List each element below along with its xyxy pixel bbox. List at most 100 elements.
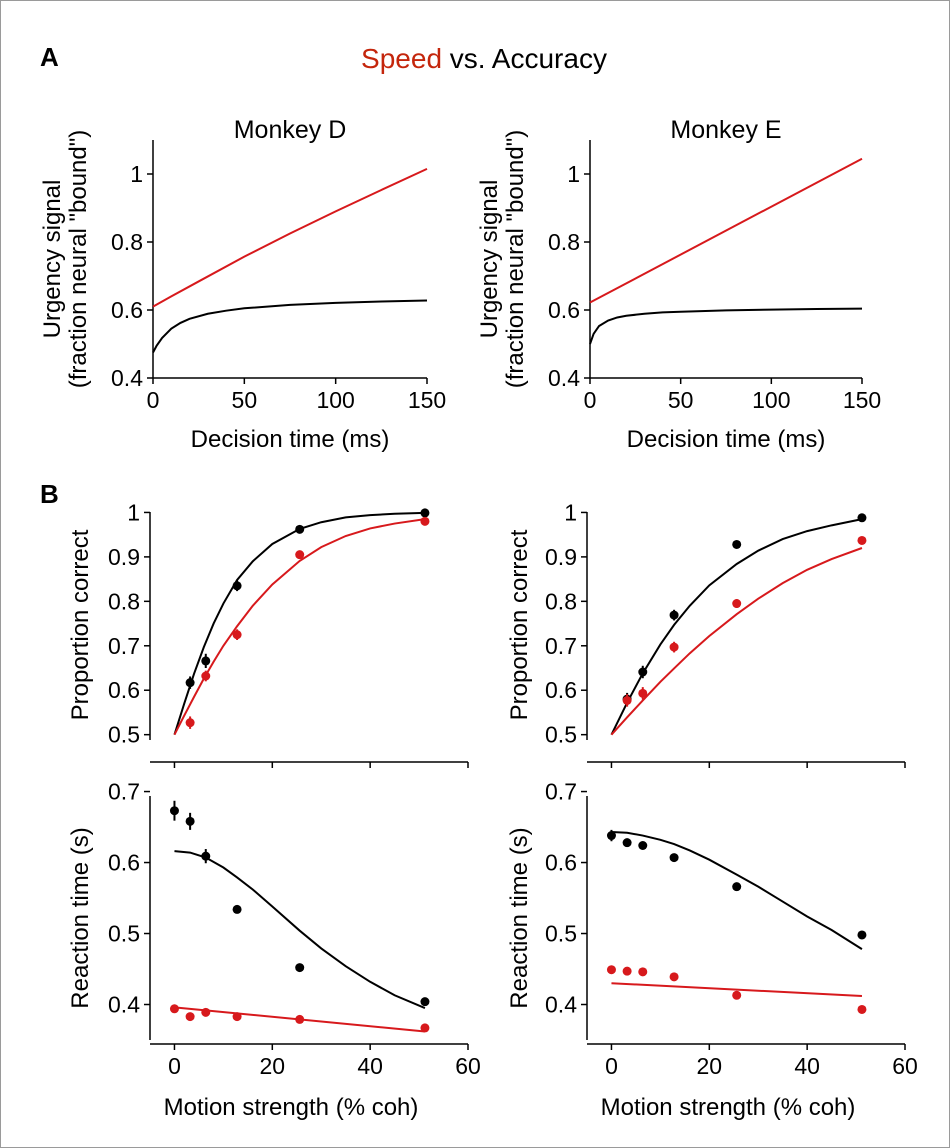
chart-urgency-D: 0.4 0.6 0.8 1 0 50 100 150 Monkey D Urgency signa…	[39, 116, 446, 453]
data-point-speed	[201, 671, 211, 681]
y-tick-label: 0.7	[545, 633, 577, 659]
x-tick-label: 0	[168, 1053, 181, 1079]
data-point-accuracy	[232, 904, 242, 914]
y-tick-label: 0.6	[545, 677, 577, 703]
y-tick-label: 0.5	[108, 722, 140, 748]
x-tick-label: 100	[316, 387, 354, 413]
y-tick-label: 0.4	[545, 992, 577, 1018]
x-tick-label: 50	[668, 387, 694, 413]
x-tick-label: 40	[357, 1053, 383, 1079]
data-point-accuracy	[606, 831, 616, 841]
data-point-accuracy	[169, 806, 179, 816]
y-tick-label: 0.5	[108, 921, 140, 947]
y-tick-label: 1	[130, 161, 143, 187]
y-tick-label: 0.5	[545, 921, 577, 947]
data-point-speed	[669, 972, 679, 982]
data-point-accuracy	[638, 667, 648, 677]
data-point-accuracy	[638, 840, 648, 850]
x-tick-label: 100	[752, 387, 790, 413]
y-axis-label: (fraction neural "bound")	[502, 130, 529, 389]
y-tick-label: 0.7	[108, 779, 140, 805]
data-point-accuracy	[232, 581, 242, 591]
data-point-accuracy	[420, 997, 430, 1007]
figure-title-rest: vs. Accuracy	[442, 43, 607, 74]
y-tick-label: 0.4	[108, 992, 140, 1018]
x-tick-label: 40	[794, 1053, 820, 1079]
chart-accuracy-E: 0.5 0.6 0.7 0.8 0.9 1 Proportion correct	[506, 499, 906, 768]
y-axis-label: Reaction time (s)	[506, 827, 533, 1008]
x-tick-label: 0	[605, 1053, 618, 1079]
y-tick-label: 0.6	[108, 677, 140, 703]
series-speed	[173, 516, 430, 736]
urgency-line-speed	[589, 157, 863, 304]
x-tick-label: 60	[455, 1053, 481, 1079]
x-axis-label: Motion strength (% coh)	[601, 1094, 856, 1121]
urgency-line-accuracy	[589, 307, 863, 345]
x-axis-label: Decision time (ms)	[627, 426, 826, 453]
series-speed	[152, 167, 428, 308]
series-accuracy	[169, 800, 430, 1009]
figure-title-speed: Speed	[361, 43, 442, 74]
urgency-line-accuracy	[152, 299, 428, 353]
data-point-accuracy	[857, 930, 867, 940]
fit-line-speed	[610, 547, 863, 736]
data-point-speed	[201, 1007, 211, 1017]
data-point-accuracy	[295, 524, 305, 534]
data-point-speed	[638, 688, 648, 698]
fit-line-accuracy	[173, 511, 425, 735]
y-tick-label: 1	[564, 499, 577, 525]
subplot-title: Monkey D	[234, 116, 347, 144]
chart-accuracy-D: 0.5 0.6 0.7 0.8 0.9 1 Proportion correct	[67, 499, 469, 768]
data-point-speed	[857, 535, 867, 545]
data-point-accuracy	[857, 513, 867, 523]
x-axis-label: Decision time (ms)	[191, 426, 390, 453]
series-accuracy	[606, 829, 867, 950]
y-tick-label: 0.6	[108, 850, 140, 876]
x-axis-label: Motion strength (% coh)	[164, 1094, 419, 1121]
urgency-line-speed	[152, 167, 428, 308]
y-axis-label: Reaction time (s)	[67, 827, 94, 1008]
x-tick-label: 0	[584, 387, 597, 413]
x-tick-label: 150	[843, 387, 881, 413]
data-point-speed	[232, 630, 242, 640]
data-point-speed	[420, 1023, 430, 1033]
data-point-speed	[185, 718, 195, 728]
data-point-speed	[622, 966, 632, 976]
data-point-speed	[732, 599, 742, 609]
chart-rt-D: 0.4 0.5 0.6 0.7 0 20 40 60 Reaction time (s) Moti…	[67, 779, 481, 1121]
data-point-accuracy	[732, 539, 742, 549]
series-speed	[169, 1004, 430, 1033]
y-tick-label: 0.6	[548, 297, 580, 323]
y-axis-label: Urgency signal	[39, 180, 66, 339]
x-tick-label: 60	[892, 1053, 918, 1079]
series-accuracy	[610, 513, 867, 736]
fit-line-speed	[611, 982, 862, 997]
y-tick-label: 0.8	[108, 588, 140, 614]
series-speed	[589, 157, 863, 304]
data-point-accuracy	[201, 851, 211, 861]
y-tick-label: 0.8	[111, 229, 143, 255]
data-point-speed	[638, 967, 648, 977]
data-point-speed	[732, 990, 742, 1000]
data-point-speed	[857, 1004, 867, 1014]
data-point-speed	[420, 516, 430, 526]
x-tick-label: 50	[232, 387, 258, 413]
data-point-accuracy	[420, 508, 430, 518]
series-speed	[606, 965, 867, 1014]
chart-rt-E: 0.4 0.5 0.6 0.7 0 20 40 60 Reaction time (s) Moti…	[506, 779, 918, 1121]
x-tick-label: 20	[260, 1053, 286, 1079]
fit-line-accuracy	[611, 831, 863, 950]
y-tick-label: 1	[567, 161, 580, 187]
y-tick-label: 0.7	[545, 779, 577, 805]
x-tick-label: 0	[147, 387, 160, 413]
data-point-accuracy	[295, 963, 305, 973]
figure-title: Speed vs. Accuracy	[361, 43, 607, 74]
y-tick-label: 1	[127, 499, 140, 525]
y-axis-label: Proportion correct	[67, 529, 94, 720]
y-tick-label: 0.6	[111, 297, 143, 323]
y-axis-label: Urgency signal	[476, 180, 503, 339]
y-axis-label: (fraction neural "bound")	[65, 130, 92, 389]
